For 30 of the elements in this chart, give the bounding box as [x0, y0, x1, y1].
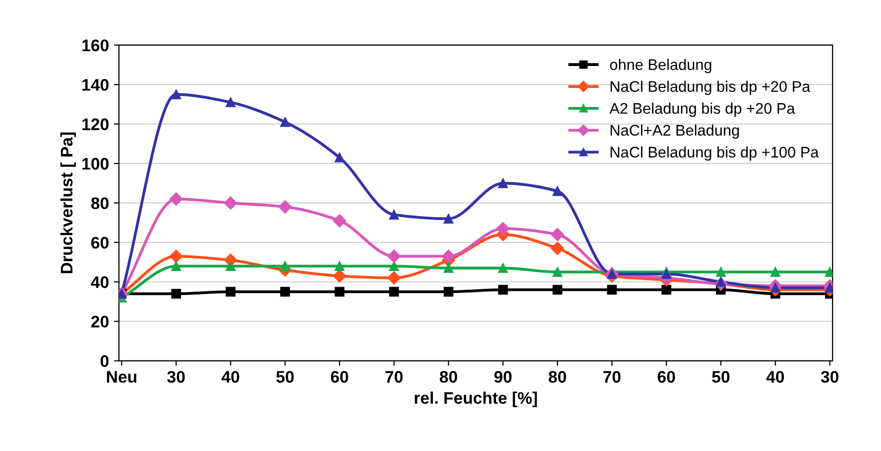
x-tick-label: 40 — [766, 370, 784, 383]
legend-label: ohne Beladung — [610, 58, 712, 74]
y-tick-label: 160 — [82, 40, 109, 52]
y-axis-title: Druckverlust [ Pa] — [60, 132, 76, 274]
y-tick-label: 20 — [91, 316, 109, 328]
legend-label: NaCl+A2 Beladung — [610, 124, 739, 139]
x-tick-label: 50 — [712, 370, 730, 383]
x-tick-label: 90 — [494, 370, 512, 383]
y-tick-label: 80 — [91, 197, 109, 210]
x-tick-label: Neu — [107, 371, 136, 383]
legend-label: A2 Beladung bis dp +20 Pa — [609, 102, 796, 117]
x-tick-label: 60 — [330, 370, 348, 383]
x-tick-label: 50 — [276, 370, 294, 383]
y-tick-label: 100 — [82, 158, 109, 170]
x-tick-label: 30 — [167, 370, 185, 383]
x-tick-label: 60 — [658, 370, 675, 383]
x-axis-title: rel. Feuchte [%] — [414, 392, 537, 408]
y-tick-label: 0 — [100, 355, 109, 368]
x-tick-label: 40 — [222, 370, 240, 383]
x-tick-label: 70 — [603, 370, 621, 383]
x-tick-label: 30 — [820, 370, 838, 383]
legend-label: NaCl Beladung bis dp +100 Pa — [610, 146, 819, 161]
x-tick-label: 70 — [385, 370, 403, 383]
legend-label: NaCl Beladung bis dp +20 Pa — [610, 80, 810, 95]
y-tick-label: 60 — [91, 236, 109, 249]
y-tick-label: 120 — [82, 118, 109, 130]
x-tick-label: 80 — [440, 370, 458, 383]
y-tick-label: 140 — [82, 78, 109, 91]
y-tick-label: 40 — [90, 276, 109, 288]
x-tick-label: 80 — [548, 370, 566, 383]
